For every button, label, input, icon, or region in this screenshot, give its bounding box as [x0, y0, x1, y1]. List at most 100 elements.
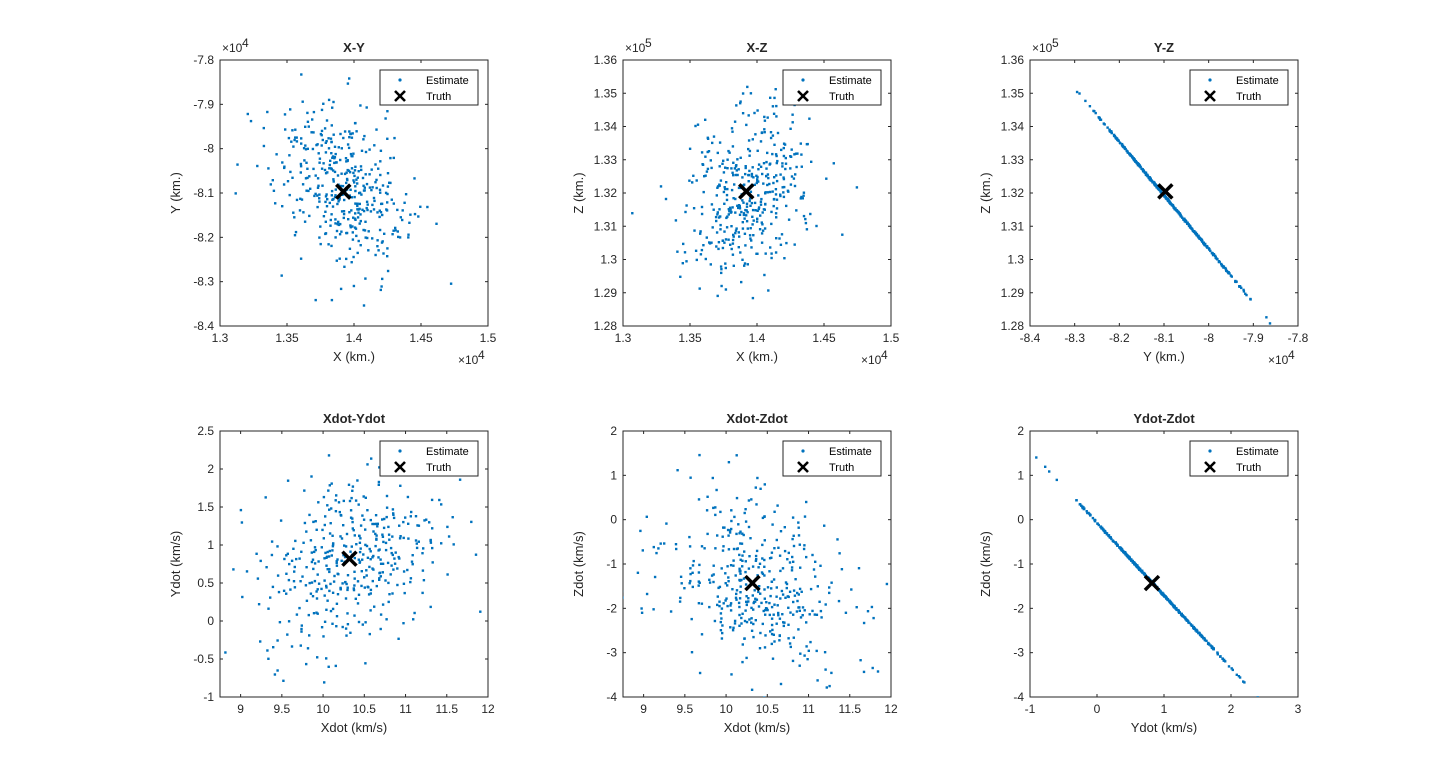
truth-marker-stroke: [341, 550, 358, 567]
estimate-point: [308, 634, 311, 637]
estimate-point: [742, 212, 746, 215]
estimate-point: [739, 542, 742, 545]
estimate-point: [761, 172, 764, 176]
estimate-point: [716, 185, 720, 188]
estimate-point: [757, 180, 760, 183]
estimate-point: [1226, 270, 1229, 274]
estimate-point: [757, 605, 761, 608]
y-tick-label: 1.3: [600, 253, 617, 267]
estimate-point: [438, 498, 441, 502]
estimate-point: [750, 172, 754, 176]
estimate-point: [718, 600, 721, 603]
estimate-point: [431, 527, 434, 530]
estimate-point: [693, 229, 696, 232]
estimate-point: [1147, 176, 1150, 179]
estimate-point: [406, 568, 409, 572]
x-exponent-power: 4: [478, 348, 485, 362]
estimate-point: [375, 178, 378, 182]
estimate-point: [1133, 562, 1136, 566]
estimate-point: [1136, 163, 1140, 166]
estimate-point: [353, 226, 357, 229]
estimate-point: [1177, 212, 1181, 215]
estimate-point: [748, 234, 752, 237]
y-tick-label: -1: [203, 690, 214, 704]
estimate-point: [1126, 151, 1129, 154]
estimate-point: [319, 242, 322, 246]
estimate-point: [372, 196, 376, 200]
estimate-point: [785, 204, 788, 208]
estimate-point: [398, 537, 402, 540]
estimate-point: [331, 156, 334, 159]
estimate-point: [276, 669, 279, 672]
estimate-point: [765, 601, 768, 604]
estimate-point: [645, 592, 649, 596]
estimate-point: [384, 548, 388, 552]
estimate-point: [1124, 551, 1127, 554]
estimate-point: [386, 110, 389, 113]
estimate-point: [782, 154, 786, 158]
estimate-point: [369, 588, 373, 592]
estimate-point: [364, 150, 368, 154]
estimate-point: [1205, 245, 1209, 248]
estimate-point: [744, 165, 747, 168]
estimate-point: [790, 569, 794, 572]
estimate-point: [1225, 269, 1228, 272]
estimate-point: [326, 599, 329, 602]
estimate-point: [334, 188, 337, 191]
estimate-point: [750, 629, 754, 632]
estimate-point: [759, 203, 763, 206]
estimate-point: [1138, 164, 1141, 167]
estimate-point: [1116, 137, 1119, 140]
truth-marker: [1143, 574, 1161, 592]
estimate-point: [747, 114, 750, 117]
estimate-point: [369, 518, 372, 522]
estimate-point: [286, 633, 289, 636]
estimate-point: [716, 213, 719, 216]
estimate-point: [778, 639, 781, 642]
estimate-point: [330, 189, 334, 193]
estimate-point: [352, 216, 355, 219]
estimate-point: [790, 148, 793, 151]
estimate-point: [378, 228, 382, 232]
estimate-point: [772, 633, 775, 636]
estimate-point: [761, 622, 764, 626]
estimate-point: [337, 501, 341, 504]
estimate-point: [374, 514, 378, 517]
estimate-point: [794, 173, 797, 176]
estimate-point: [1194, 231, 1198, 234]
estimate-point: [1203, 638, 1207, 642]
estimate-point: [323, 523, 326, 527]
estimate-point: [352, 171, 355, 175]
estimate-point: [786, 189, 790, 192]
estimate-point: [309, 539, 313, 542]
estimate-point: [761, 516, 765, 520]
estimate-point: [343, 198, 346, 202]
estimate-point: [416, 524, 419, 527]
estimate-point: [270, 553, 274, 557]
x-tick-label: 9: [237, 702, 244, 716]
estimate-point: [314, 520, 317, 523]
estimate-point: [370, 457, 373, 460]
estimate-point: [337, 200, 340, 203]
estimate-point: [732, 564, 735, 567]
estimate-point: [862, 621, 866, 625]
estimate-point: [782, 624, 785, 628]
legend-estimate-label: Estimate: [426, 446, 469, 458]
estimate-point: [334, 664, 337, 668]
estimate-point: [779, 243, 783, 246]
estimate-point: [725, 193, 729, 197]
estimate-point: [1158, 188, 1161, 192]
subplot-xy: X-Y1.3 1.35 1.4 1.45 1.5-8.4-8.3-8.2-8.1-8-7…: [168, 36, 497, 367]
estimate-point: [711, 226, 714, 229]
estimate-point: [724, 599, 727, 602]
estimate-point: [262, 144, 266, 148]
estimate-point: [370, 168, 373, 171]
estimate-point: [1103, 530, 1106, 534]
estimate-point: [1093, 519, 1096, 522]
estimate-point: [690, 617, 693, 621]
estimate-point: [333, 574, 336, 578]
estimate-point: [360, 570, 363, 573]
estimate-point: [285, 572, 288, 575]
estimate-point: [747, 139, 751, 142]
